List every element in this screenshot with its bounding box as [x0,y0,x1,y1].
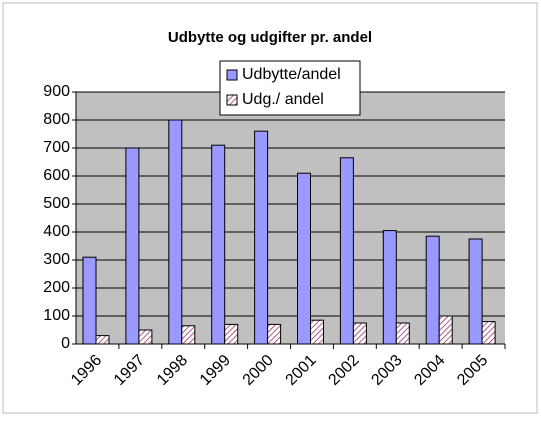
bar [211,144,226,345]
legend-box [219,60,361,116]
plot-area [76,92,505,344]
legend-label: Udg./ andel [242,91,324,108]
bar [395,322,410,345]
legend-swatch [226,94,238,106]
bar [310,319,324,345]
bar [138,329,153,345]
y-tick-label: 600 [43,167,70,184]
bar [168,119,183,345]
bar [425,235,440,345]
bar [82,256,97,345]
legend-swatch [226,69,238,81]
y-tick-label: 100 [43,307,70,324]
chart-title: Udbytte og udgifter pr. andel [168,29,372,46]
y-tick-label: 500 [43,195,70,212]
bar [254,130,269,345]
bar [352,322,367,345]
y-tick-label: 200 [43,279,70,296]
bar [125,147,140,345]
bar [481,321,496,345]
bar [382,230,397,345]
y-tick-label: 900 [43,83,70,100]
bar [468,238,483,345]
bar [224,323,239,345]
bar [267,323,282,345]
bar [438,315,453,345]
y-tick-label: 400 [43,223,70,240]
bar [181,325,196,345]
legend-label: Udbytte/andel [242,66,341,83]
bar [339,157,354,345]
bar [297,172,311,345]
bar [95,335,110,345]
y-tick-label: 0 [61,335,70,352]
y-tick-label: 800 [43,111,70,128]
y-tick-label: 300 [43,251,70,268]
y-tick-label: 700 [43,139,70,156]
